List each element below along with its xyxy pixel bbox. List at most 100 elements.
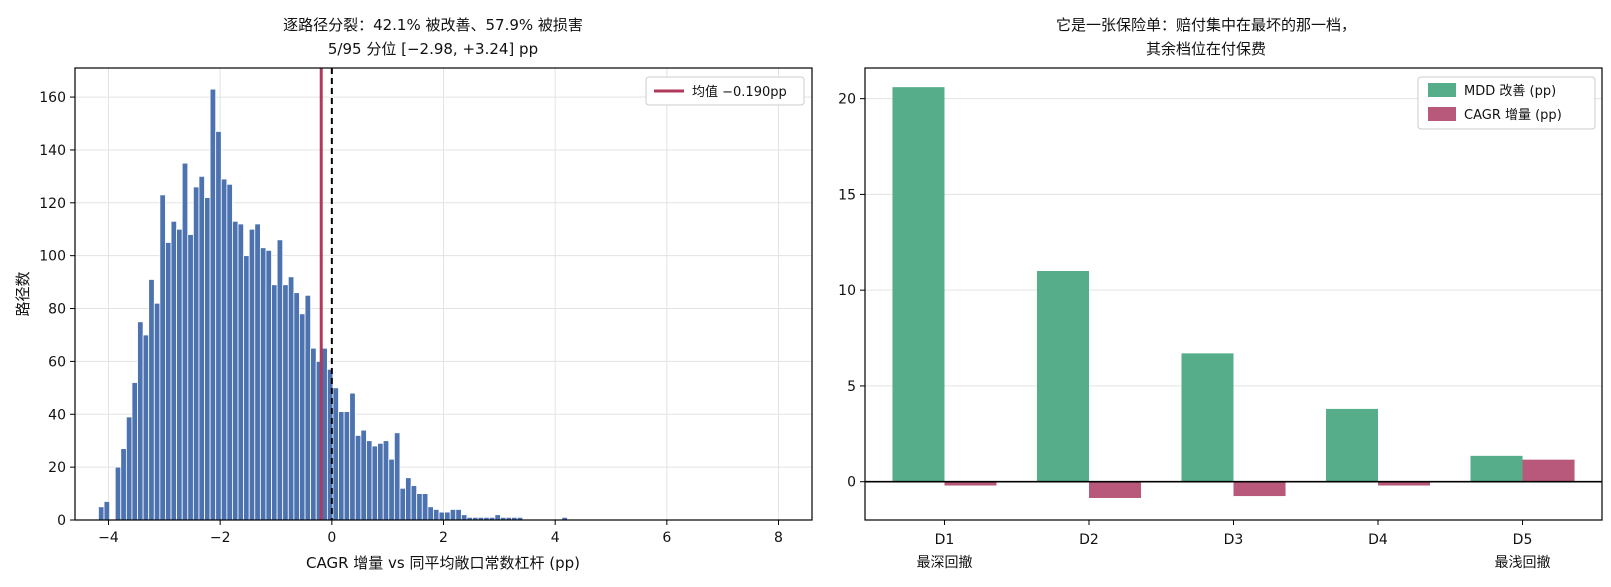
right-xtick-label: D5 xyxy=(1513,532,1533,548)
left-chart-subtitle: 5/95 分位 [−2.98, +3.24] pp xyxy=(328,40,538,58)
histogram-bar xyxy=(276,239,284,521)
right-xtick-label: D1 xyxy=(935,532,955,548)
histogram-bar xyxy=(137,321,144,521)
right-legend-swatch-cagr xyxy=(1428,107,1456,121)
histogram-bar xyxy=(444,511,451,521)
left-x-ticks: −4 −2 0 2 4 6 8 xyxy=(98,520,783,546)
histogram-bar xyxy=(215,131,222,521)
left-xtick-label: −2 xyxy=(210,530,231,546)
histogram-bar xyxy=(349,392,356,521)
histogram-bar xyxy=(271,284,278,521)
right-ytick-label: 5 xyxy=(847,379,856,395)
grouped-bar xyxy=(1522,459,1575,482)
histogram-bar xyxy=(220,178,228,521)
histogram-bar xyxy=(455,509,462,521)
grouped-bar-panel: 它是一张保险单：赔付集中在最坏的那一档， 其余档位在付保费 D1 最深回撤 D2 D3… xyxy=(838,16,1603,571)
right-legend: MDD 改善 (pp) CAGR 增量 (pp) xyxy=(1417,76,1596,130)
histogram-bar xyxy=(237,223,245,521)
histogram-bar xyxy=(416,493,423,521)
histogram-bar xyxy=(393,432,401,521)
right-chart-title: 它是一张保险单：赔付集中在最坏的那一档， xyxy=(1056,16,1356,34)
grouped-bar xyxy=(1378,481,1431,486)
histogram-bar xyxy=(360,429,367,521)
right-xtick-label: D2 xyxy=(1079,532,1099,548)
right-ytick-label: 20 xyxy=(838,92,856,108)
left-xtick-label: 0 xyxy=(327,530,336,546)
grouped-bar xyxy=(1325,408,1379,482)
histogram-bar xyxy=(354,435,362,521)
grouped-bar xyxy=(1470,455,1523,482)
histogram-bar xyxy=(293,292,300,521)
left-ytick-label: 80 xyxy=(48,302,66,318)
histogram-bar xyxy=(120,448,127,521)
histogram-bar xyxy=(226,183,233,521)
histogram-bar xyxy=(125,416,133,521)
histogram-bar xyxy=(299,313,306,521)
histogram-bar xyxy=(427,506,434,521)
left-legend: 均值 −0.190pp xyxy=(645,76,805,106)
right-ytick-label: 15 xyxy=(838,187,856,203)
histogram-bar xyxy=(371,445,379,521)
histogram-bar xyxy=(366,440,373,521)
histogram-bar xyxy=(103,501,111,521)
left-ytick-label: 20 xyxy=(48,460,66,476)
histogram-bar xyxy=(114,466,122,521)
histogram-bar xyxy=(410,485,418,521)
left-ytick-label: 100 xyxy=(39,249,66,265)
histogram-bar xyxy=(170,220,178,521)
histogram-bar xyxy=(259,247,267,521)
left-x-axis-label: CAGR 增量 vs 同平均敞口常数杠杆 (pp) xyxy=(306,554,580,572)
grouped-bar xyxy=(1088,481,1142,498)
histogram-bar xyxy=(343,411,351,521)
histogram-bar xyxy=(287,276,295,521)
left-legend-box xyxy=(645,76,805,106)
histogram-bar xyxy=(388,458,395,521)
left-xtick-label: 8 xyxy=(774,530,783,546)
left-xtick-label: −4 xyxy=(98,530,119,546)
left-ytick-label: 140 xyxy=(39,143,66,159)
right-xtick-label: D3 xyxy=(1224,532,1244,548)
histogram-bar xyxy=(209,88,217,521)
histogram-bar xyxy=(282,284,289,521)
histogram-bar xyxy=(460,514,468,521)
right-y-ticks: 0 5 10 15 20 xyxy=(838,92,865,491)
right-legend-swatch-mdd xyxy=(1428,83,1456,97)
histogram-bar xyxy=(421,493,429,521)
left-chart-title: 逐路径分裂：42.1% 被改善、57.9% 被损害 xyxy=(283,16,583,34)
histogram-bar xyxy=(332,387,339,521)
histogram-bar xyxy=(165,242,172,521)
grouped-bar xyxy=(944,481,997,486)
right-legend-box xyxy=(1417,76,1596,130)
histogram-bar xyxy=(148,279,155,521)
histogram-bar xyxy=(382,440,390,521)
right-chart-subtitle: 其余档位在付保费 xyxy=(1146,40,1266,58)
histogram-bar xyxy=(187,234,194,521)
histogram-bar xyxy=(131,382,138,521)
left-xtick-label: 2 xyxy=(439,530,448,546)
histogram-bar xyxy=(142,334,150,521)
histogram-bar xyxy=(449,509,457,521)
histogram-bars xyxy=(98,88,568,521)
histogram-bar xyxy=(304,294,312,521)
left-legend-mean-label: 均值 −0.190pp xyxy=(692,84,787,100)
histogram-bar xyxy=(198,175,205,521)
histogram-bar xyxy=(399,487,406,521)
histogram-bar xyxy=(438,511,446,521)
histogram-bar xyxy=(204,197,211,521)
right-legend-label-cagr: CAGR 增量 (pp) xyxy=(1464,108,1562,123)
grouped-bars xyxy=(892,87,1575,498)
right-xtick-sublabel: 最浅回撤 xyxy=(1495,555,1551,571)
histogram-bar xyxy=(153,302,161,521)
left-y-ticks: 0 20 40 60 80 100 120 140 160 xyxy=(39,90,75,529)
histogram-bar xyxy=(243,255,250,521)
grouped-bar xyxy=(892,87,945,482)
histogram-bar xyxy=(310,347,317,521)
left-xtick-label: 6 xyxy=(662,530,671,546)
right-ytick-label: 10 xyxy=(838,283,856,299)
histogram-bar xyxy=(433,509,440,521)
right-ytick-label: 0 xyxy=(847,475,856,491)
histogram-bar xyxy=(265,249,272,521)
histogram-bar xyxy=(176,228,183,521)
left-y-axis-label: 路径数 xyxy=(14,271,32,316)
